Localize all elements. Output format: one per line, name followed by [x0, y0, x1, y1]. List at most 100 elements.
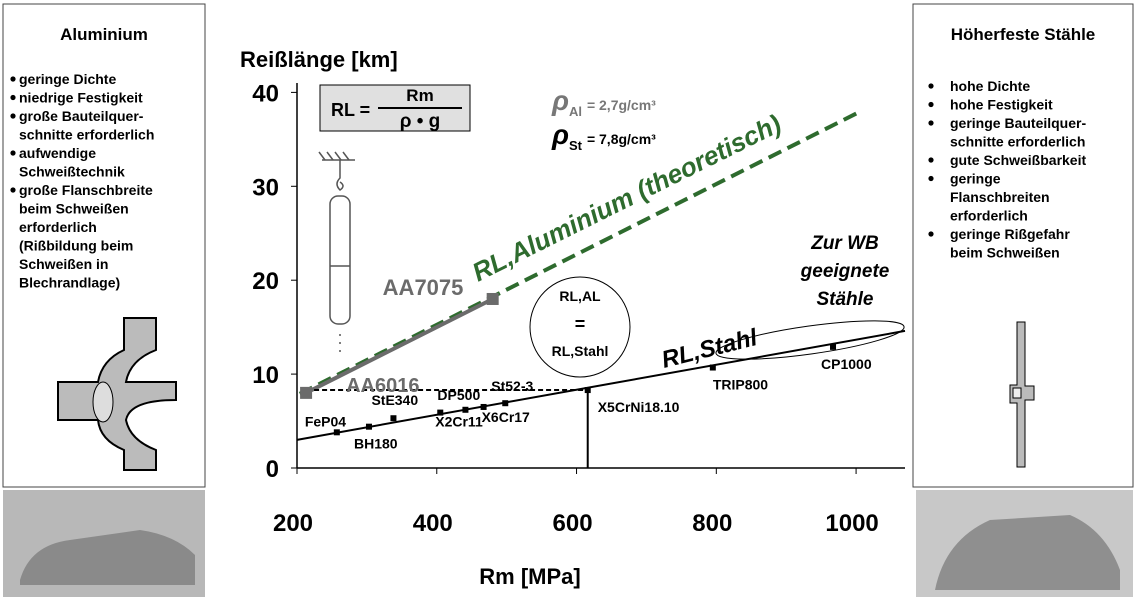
bullet-text: beim Schweißen — [950, 245, 1060, 261]
panel-title: Aluminium — [60, 25, 148, 44]
data-point — [584, 387, 591, 394]
bullet-text: große Flanschbreite — [19, 182, 153, 198]
bullet-text: schnitte erforderlich — [19, 127, 154, 143]
bullet-text: Blechrandlage) — [19, 275, 120, 291]
point-label: St52-3 — [491, 378, 533, 394]
bullet-text: Schweißtechnik — [19, 164, 125, 180]
equality-note: = — [575, 314, 586, 334]
bullet-text: große Bauteilquer- — [19, 108, 144, 124]
car-shape — [20, 530, 195, 585]
density-part: = 7,8g/cm³ — [587, 131, 656, 147]
y-tick-label: 0 — [266, 456, 279, 483]
bullet-text: (Rißbildung beim — [19, 238, 133, 254]
bullet-text: geringe — [950, 171, 1001, 187]
bullet — [10, 76, 16, 82]
bullet-text: geringe Dichte — [19, 71, 116, 87]
data-point — [437, 409, 444, 416]
y-tick-label: 30 — [252, 174, 279, 201]
bullet-text: hohe Festigkeit — [950, 97, 1053, 113]
joint-sketch — [1009, 321, 1035, 468]
bullet — [928, 101, 934, 108]
bullet — [928, 157, 934, 163]
suitable-ellipse — [715, 320, 905, 360]
bullet — [928, 83, 934, 89]
point-label: BH180 — [354, 436, 398, 452]
bullet-text: Flanschbreiten — [950, 189, 1050, 205]
y-tick-label: 20 — [252, 268, 279, 295]
density-part: Al — [569, 104, 582, 119]
suitable-note: geeignete — [800, 261, 890, 282]
point-label: DP500 — [437, 387, 480, 403]
bullet — [928, 175, 934, 182]
car-shape — [935, 515, 1120, 590]
bullet-text: erforderlich — [19, 219, 97, 235]
point-label: FeP04 — [305, 413, 346, 429]
point-label: CP1000 — [821, 356, 872, 372]
bullet-text: hohe Dichte — [950, 78, 1030, 94]
point-label: X6Cr17 — [482, 409, 530, 425]
x-tick-label: 600 — [553, 510, 593, 537]
bullet-text: geringe Bauteilquer- — [950, 115, 1086, 131]
bullet-text: gute Schweißbarkeit — [950, 152, 1086, 168]
density-part: ρ — [551, 85, 569, 116]
point-label: X2Cr11 — [435, 414, 483, 430]
equality-note: RL,AL — [559, 288, 601, 304]
bullet-text: niedrige Festigkeit — [19, 90, 143, 106]
density: ρAl = 2,7g/cm³ — [551, 85, 656, 119]
x-tick-label: 1000 — [825, 510, 878, 537]
bullet-text: schnitte erforderlich — [950, 134, 1085, 150]
bullet-text: Schweißen in — [19, 256, 108, 272]
point-label: X5CrNi18.10 — [598, 399, 680, 415]
x-axis-label: Rm [MPa] — [479, 564, 580, 589]
data-point — [502, 400, 509, 407]
bullet — [928, 120, 934, 126]
series-line — [296, 329, 906, 441]
data-point — [709, 364, 716, 371]
y-tick-label: 40 — [252, 80, 279, 107]
density-part: St — [569, 138, 583, 153]
y-tick-label: 10 — [252, 362, 279, 389]
bullet-text: aufwendige — [19, 145, 96, 161]
x-tick-label: 400 — [413, 510, 453, 537]
data-point — [365, 423, 372, 430]
point-label: StE340 — [371, 392, 418, 408]
point-label: AA6016 — [346, 375, 419, 397]
data-point — [390, 415, 397, 422]
bullet-text: erforderlich — [950, 208, 1028, 224]
data-point — [486, 292, 499, 305]
formula-denominator: ρ • g — [400, 111, 441, 132]
data-point — [830, 343, 837, 350]
data-point — [480, 403, 487, 410]
suitable-note: Stähle — [816, 289, 873, 310]
bullet — [10, 187, 16, 193]
x-tick-label: 800 — [692, 510, 732, 537]
panel-title: Höherfeste Stähle — [951, 25, 1096, 44]
formula-lhs: RL = — [331, 100, 370, 120]
hanging-bar-sketch — [318, 151, 355, 352]
bullet — [10, 150, 16, 156]
suitable-note: Zur WB — [810, 233, 879, 254]
bullet-text: geringe Rißgefahr — [950, 226, 1070, 242]
formula-numerator: Rm — [406, 86, 433, 105]
weld — [92, 381, 114, 423]
density-part: = 2,7g/cm³ — [587, 97, 656, 113]
bullet — [10, 113, 16, 119]
bullet — [928, 231, 934, 237]
data-point — [333, 429, 340, 436]
bullet — [10, 94, 16, 101]
equality-note: RL,Stahl — [552, 343, 609, 359]
weld — [1012, 387, 1022, 399]
y-axis-label: Reißlänge [km] — [240, 47, 398, 72]
data-point — [300, 386, 313, 399]
bullet-text: beim Schweißen — [19, 201, 129, 217]
point-label: TRIP800 — [713, 377, 768, 393]
x-tick-label: 200 — [273, 510, 313, 537]
density: ρSt = 7,8g/cm³ — [551, 119, 656, 153]
point-label: AA7075 — [383, 275, 464, 300]
density-part: ρ — [551, 119, 569, 150]
series-line — [305, 297, 494, 395]
equality-circle — [529, 276, 631, 378]
joint-sketch — [57, 317, 177, 471]
data-point — [462, 406, 469, 413]
